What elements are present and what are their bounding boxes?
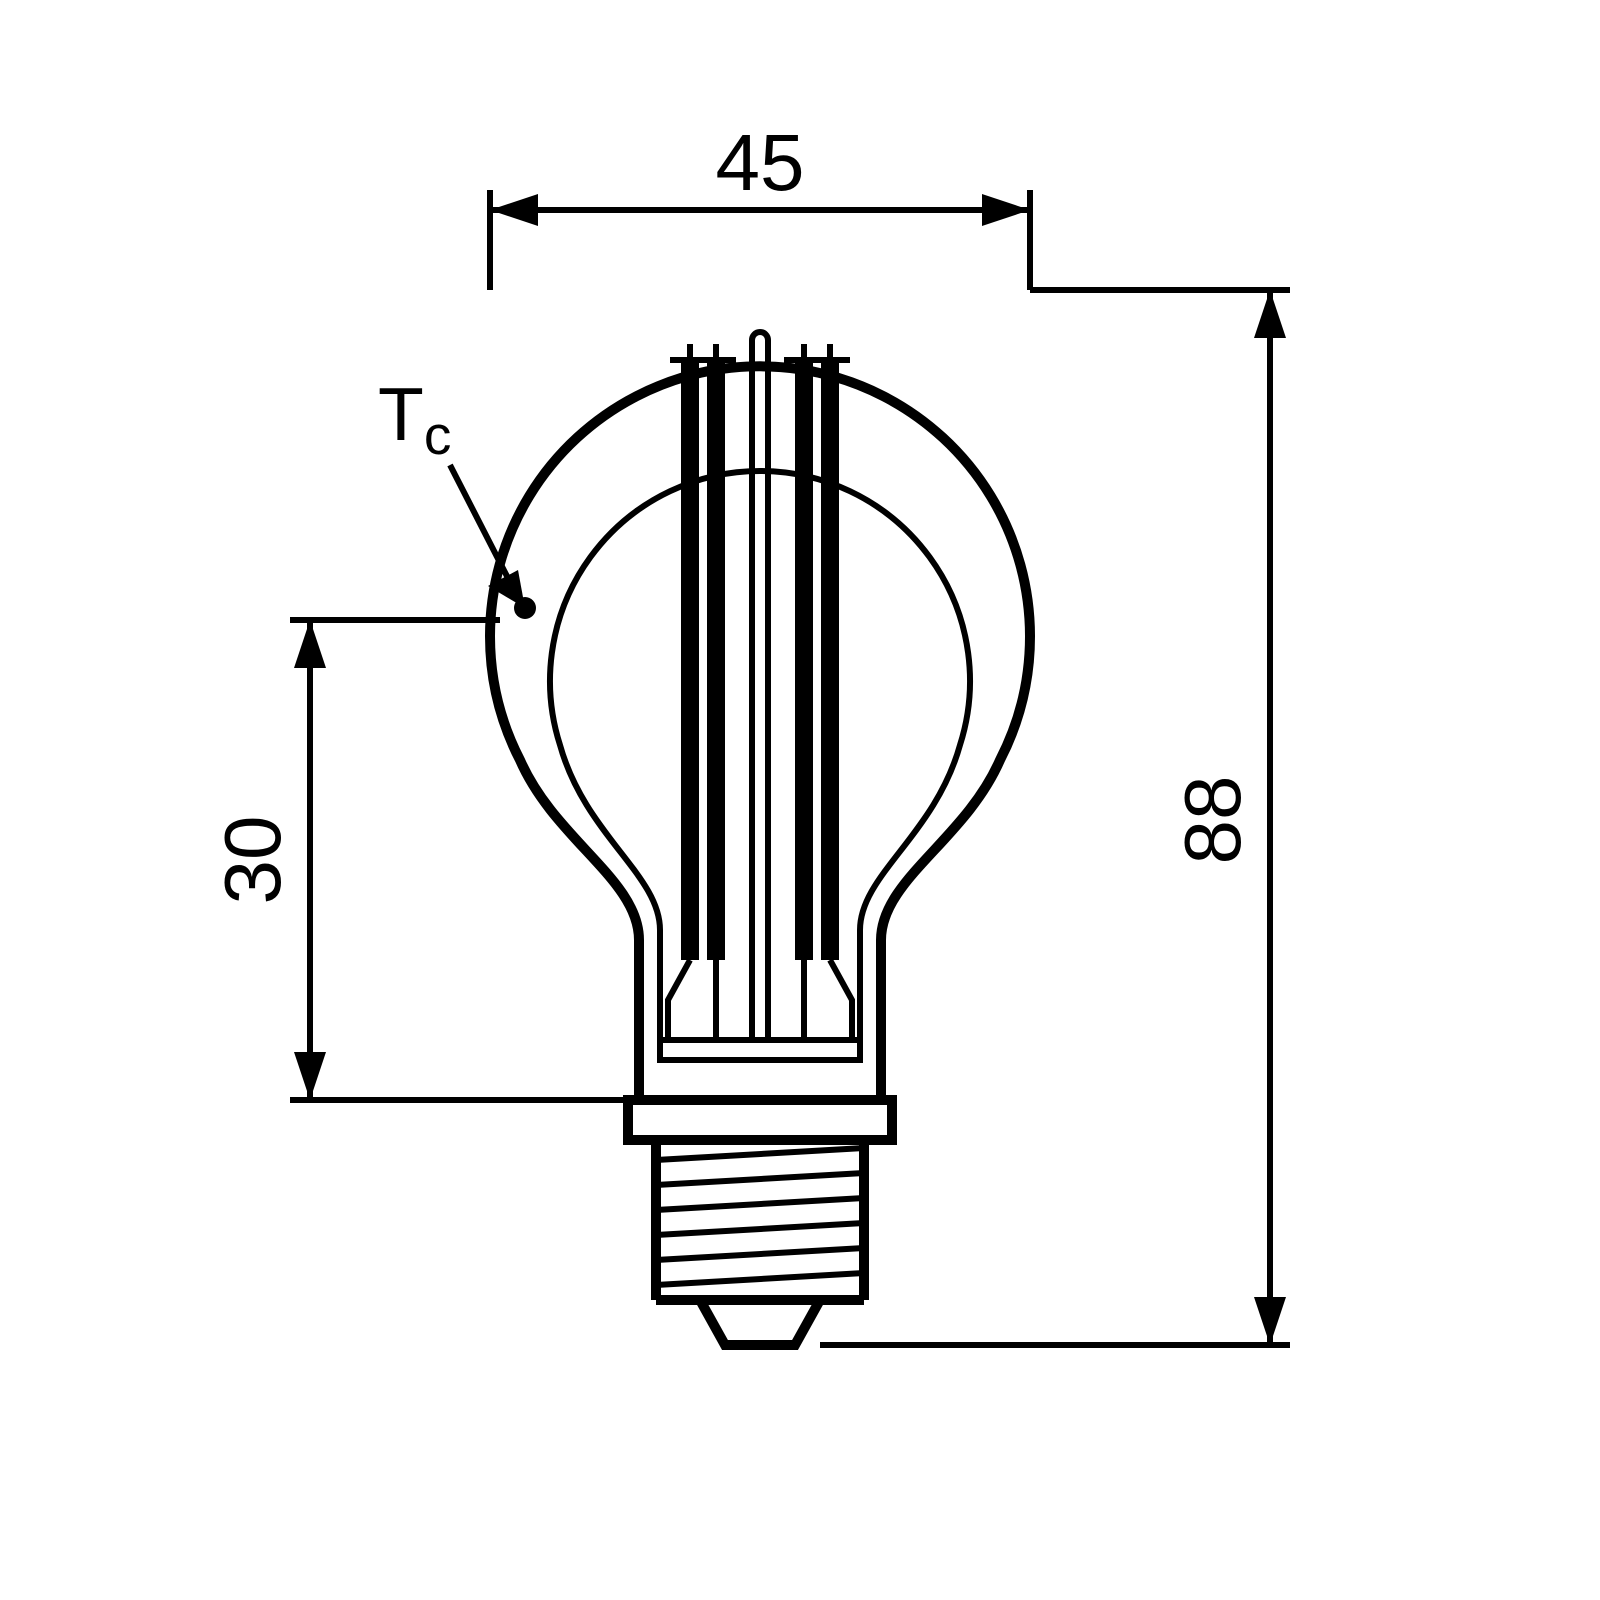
dim-width-label: 45 [716, 118, 805, 207]
tc-label-main: T [378, 372, 424, 456]
dim-height-total-label: 88 [1168, 776, 1257, 865]
screw-threads [656, 1148, 864, 1285]
bulb-collar [628, 1100, 892, 1140]
bulb-outer-shell [490, 366, 1030, 1100]
dim-height-total: 88 [820, 290, 1290, 1345]
bulb-dimension-diagram: 45 88 30 Tc [0, 0, 1600, 1600]
svg-text:Tc: Tc [378, 372, 451, 466]
filament-group [660, 332, 860, 1040]
bulb-inner-shell [550, 471, 970, 1060]
tc-label-sub: c [424, 404, 452, 466]
tc-annotation: Tc [378, 372, 536, 619]
dim-height-tc-label: 30 [208, 816, 297, 905]
dim-width: 45 [490, 118, 1030, 290]
dim-height-tc: 30 [208, 620, 628, 1100]
screw-tip [700, 1300, 820, 1345]
